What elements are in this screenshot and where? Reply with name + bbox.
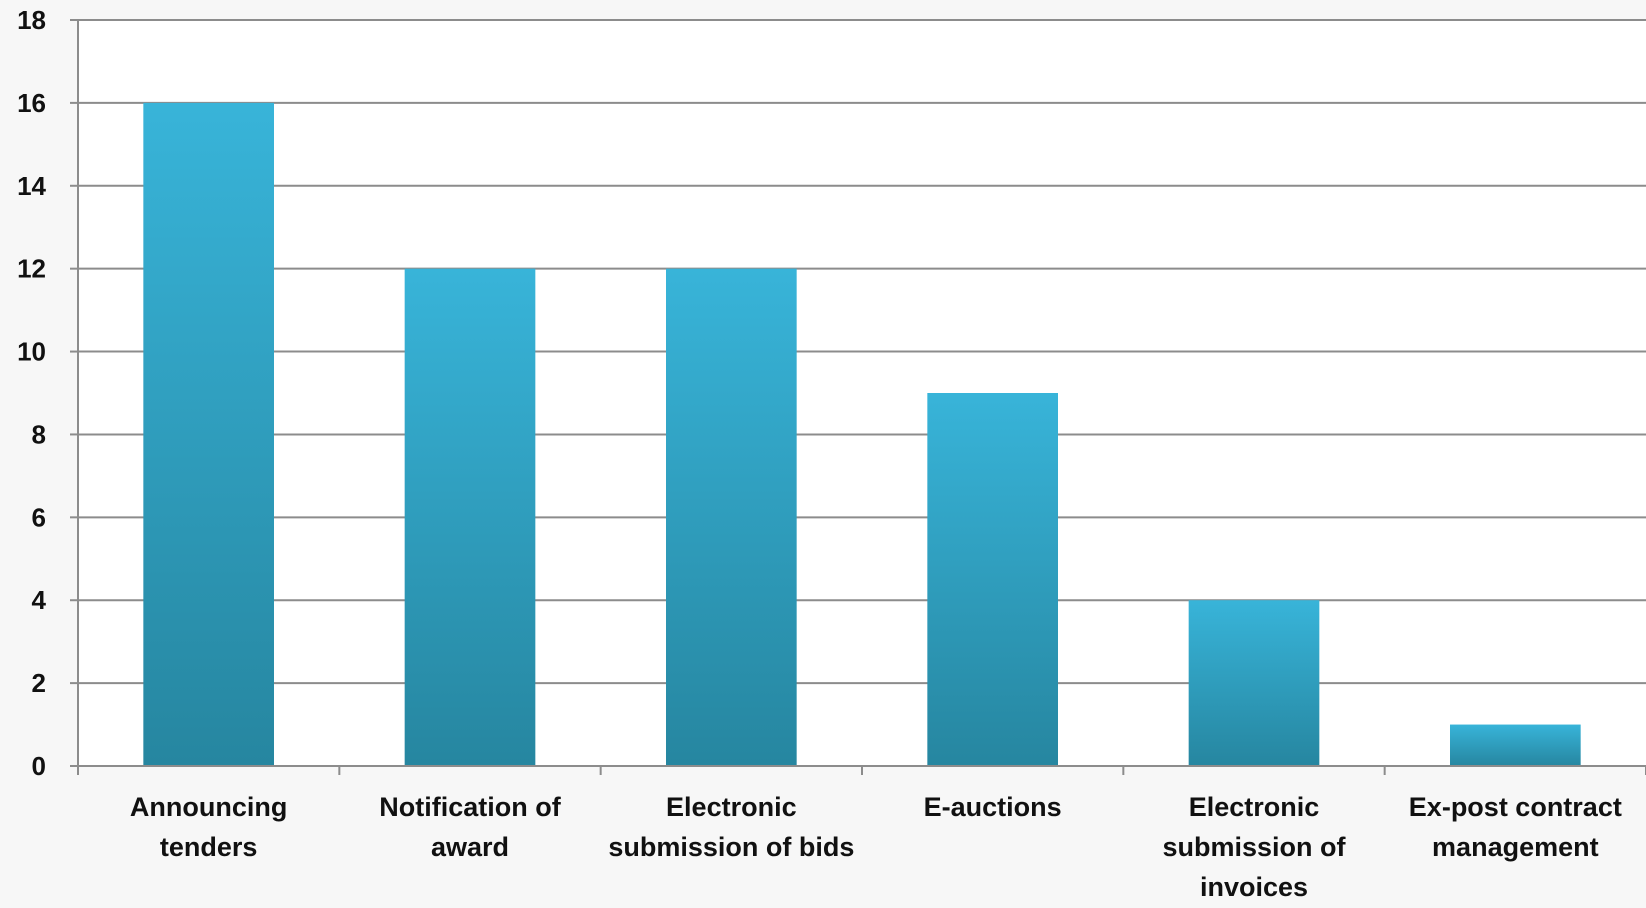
y-tick-label: 6 <box>32 502 46 532</box>
x-tick-label-line: tenders <box>160 832 258 862</box>
y-tick-label: 10 <box>17 337 46 367</box>
y-tick-label: 0 <box>32 751 46 781</box>
bar <box>1188 600 1320 766</box>
x-tick-label-line: award <box>431 832 509 862</box>
plot-area <box>78 20 1646 766</box>
x-tick-label-line: submission of bids <box>608 832 854 862</box>
axes <box>70 19 1646 775</box>
y-tick-label: 4 <box>32 585 47 615</box>
x-tick-label-line: Announcing <box>130 792 287 822</box>
x-tick-label-line: Electronic <box>666 792 797 822</box>
y-tick-label: 14 <box>17 171 46 201</box>
x-tick-label: Electronic submission of bids <box>608 792 854 862</box>
bar <box>143 102 274 766</box>
y-tick-label: 2 <box>32 668 46 698</box>
y-tick-label: 16 <box>17 88 46 118</box>
bar <box>404 268 536 766</box>
x-tick-label-line: Electronic <box>1189 792 1320 822</box>
x-tick-label: Electronic submission of invoices <box>1162 792 1346 902</box>
x-tick-label-line: invoices <box>1200 872 1308 902</box>
gridlines <box>78 19 1646 685</box>
bars <box>143 102 1581 766</box>
y-tick-labels: 0 2 4 6 8 10 12 14 16 18 <box>17 5 46 781</box>
x-tick-label-line: submission of <box>1162 832 1346 862</box>
x-tick-label-line: management <box>1432 832 1599 862</box>
y-tick-label: 18 <box>17 5 46 35</box>
x-tick-label: Ex-post contract management <box>1409 792 1622 862</box>
x-tick-labels: Announcing tenders Notification of award Ele… <box>130 792 1622 902</box>
x-tick-label-line: Notification of <box>379 792 561 822</box>
x-tick-label: Notification of award <box>379 792 561 862</box>
x-tick-label-line: Ex-post contract <box>1409 792 1622 822</box>
x-tick-label: Announcing tenders <box>130 792 287 862</box>
bar <box>927 393 1058 766</box>
bar <box>666 268 797 766</box>
y-tick-label: 8 <box>32 419 46 449</box>
bar <box>1450 724 1581 766</box>
x-tick-label: E-auctions <box>924 792 1062 822</box>
x-tick-label-line: E-auctions <box>924 792 1062 822</box>
y-tick-label: 12 <box>17 254 46 284</box>
